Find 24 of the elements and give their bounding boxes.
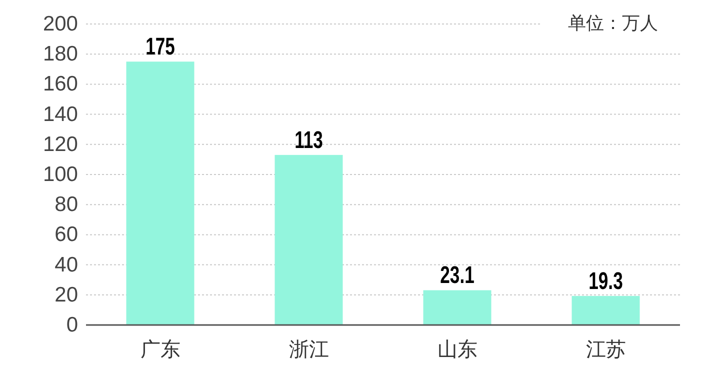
x-tick-label: 江苏 (586, 339, 626, 361)
x-tick-label: 浙江 (288, 339, 329, 361)
data-label: 113 (294, 127, 323, 154)
x-tick-label: 山东 (437, 339, 478, 361)
bar (423, 290, 492, 325)
y-tick-label: 20 (54, 283, 78, 306)
y-tick-label: 200 (42, 12, 78, 36)
bar (572, 296, 640, 325)
y-tick-label: 80 (54, 193, 78, 216)
y-tick-label: 0 (66, 314, 78, 336)
bar (126, 62, 194, 325)
x-tick-label: 广东 (140, 339, 180, 361)
y-tick-label: 100 (42, 163, 78, 186)
y-tick-label: 160 (42, 72, 78, 96)
y-tick-label: 60 (54, 223, 78, 246)
y-tick-label: 180 (42, 42, 78, 66)
y-tick-label: 140 (42, 102, 78, 126)
y-tick-label: 120 (42, 132, 78, 156)
y-tick-label: 40 (54, 253, 78, 276)
data-label: 23.1 (440, 262, 475, 289)
data-label: 19.3 (588, 268, 623, 295)
data-label: 175 (146, 34, 176, 60)
annotation: 单位：万人 (568, 13, 658, 33)
bar (274, 154, 343, 325)
